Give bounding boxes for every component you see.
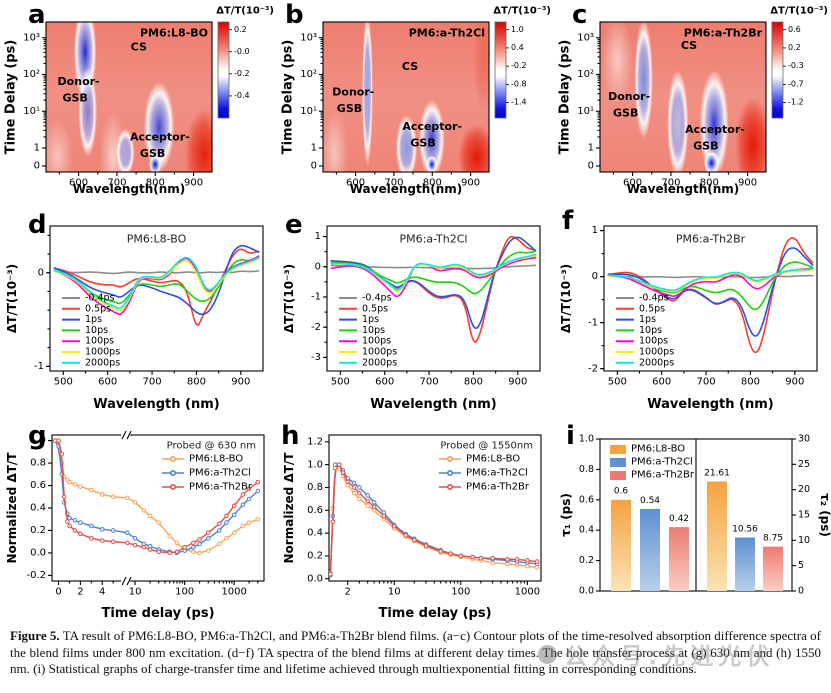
panel-f: f xyxy=(554,200,831,415)
panel-c-heatmap-canvas xyxy=(554,0,831,200)
panel-e: e xyxy=(277,200,554,415)
panel-g-decay-canvas xyxy=(0,415,277,625)
panel-h-letter: h xyxy=(281,421,300,451)
panel-g-letter: g xyxy=(28,421,47,451)
caption-text: TA result of PM6:L8-BO, PM6:a-Th2Cl, and… xyxy=(10,628,821,676)
panel-a-letter: a xyxy=(28,0,46,30)
panel-d-spectra-canvas xyxy=(0,200,277,415)
panel-e-letter: e xyxy=(285,210,303,240)
panel-c-letter: c xyxy=(572,0,588,30)
panel-f-letter: f xyxy=(562,206,574,236)
panel-d: d xyxy=(0,200,277,415)
panel-i: i xyxy=(554,415,831,625)
panel-i-bar-canvas xyxy=(554,415,831,625)
panel-g: g xyxy=(0,415,277,625)
panel-h: h xyxy=(277,415,554,625)
panel-i-letter: i xyxy=(566,421,575,451)
panel-c: c xyxy=(554,0,831,200)
caption-label: Figure 5. xyxy=(10,628,60,643)
figure-caption: Figure 5. TA result of PM6:L8-BO, PM6:a-… xyxy=(0,626,831,678)
panel-f-spectra-canvas xyxy=(554,200,831,415)
panel-d-letter: d xyxy=(28,210,47,240)
panel-a-heatmap-canvas xyxy=(0,0,277,200)
panel-b: b xyxy=(277,0,554,200)
panel-e-spectra-canvas xyxy=(277,200,554,415)
panel-a: a xyxy=(0,0,277,200)
panel-b-letter: b xyxy=(285,0,304,30)
panel-b-heatmap-canvas xyxy=(277,0,554,200)
panel-h-decay-canvas xyxy=(277,415,554,625)
